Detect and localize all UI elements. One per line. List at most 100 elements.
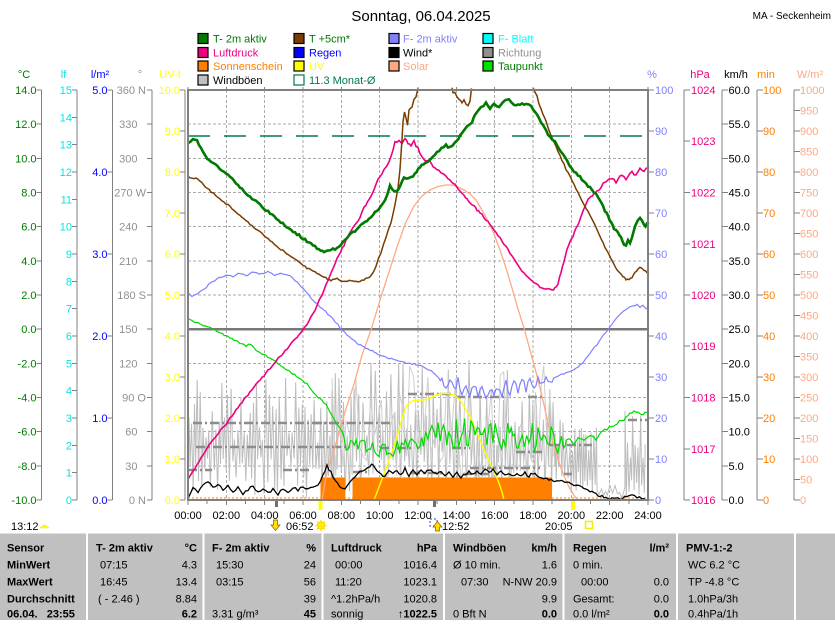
svg-text:T- 2m aktiv: T- 2m aktiv xyxy=(213,34,267,46)
svg-text:12: 12 xyxy=(60,167,72,179)
svg-text:30: 30 xyxy=(125,461,137,473)
svg-text:30.0: 30.0 xyxy=(729,290,750,302)
svg-text:Regen: Regen xyxy=(309,48,341,60)
svg-text:40.0: 40.0 xyxy=(729,222,750,234)
svg-text:0 N: 0 N xyxy=(129,495,146,507)
svg-text:15:30: 15:30 xyxy=(216,560,244,572)
svg-text:UV: UV xyxy=(309,61,325,73)
svg-text:40: 40 xyxy=(655,331,667,343)
svg-text:10:00: 10:00 xyxy=(366,510,394,522)
svg-text:MA - Seckenheim: MA - Seckenheim xyxy=(753,11,831,22)
svg-text:Wind*: Wind* xyxy=(403,48,433,60)
svg-text:06:52: 06:52 xyxy=(286,521,314,533)
svg-text:Windböen: Windböen xyxy=(213,75,263,87)
svg-text:00:00: 00:00 xyxy=(581,577,609,589)
svg-text:270 W: 270 W xyxy=(114,188,146,200)
svg-text:60: 60 xyxy=(655,249,667,261)
svg-text:MinWert: MinWert xyxy=(7,560,51,572)
svg-text:11: 11 xyxy=(61,194,72,206)
svg-text:Solar: Solar xyxy=(403,61,429,73)
svg-text:^1.2hPa/h: ^1.2hPa/h xyxy=(331,594,380,606)
svg-text:360 N: 360 N xyxy=(117,85,146,97)
svg-text:hPa: hPa xyxy=(690,69,710,81)
svg-text:2.0: 2.0 xyxy=(92,331,107,343)
svg-text:25.0: 25.0 xyxy=(729,324,750,336)
svg-text:min: min xyxy=(757,69,775,81)
svg-text:00:00: 00:00 xyxy=(335,560,363,572)
svg-text:500: 500 xyxy=(800,290,818,302)
svg-text:10.0: 10.0 xyxy=(15,153,36,165)
svg-text:0 Bft N: 0 Bft N xyxy=(453,609,487,621)
svg-text:l/m²: l/m² xyxy=(649,543,669,555)
svg-text:30: 30 xyxy=(763,372,775,384)
svg-text:Ø 10 min.: Ø 10 min. xyxy=(453,560,501,572)
svg-text:800: 800 xyxy=(800,167,818,179)
svg-text:9.9: 9.9 xyxy=(542,594,557,606)
svg-text:4.0: 4.0 xyxy=(165,331,180,343)
svg-text:Sonntag, 06.04.2025: Sonntag, 06.04.2025 xyxy=(351,8,490,25)
svg-text:1.0: 1.0 xyxy=(165,454,180,466)
svg-text:60: 60 xyxy=(125,427,137,439)
svg-text:0.0: 0.0 xyxy=(165,495,180,507)
svg-text:950: 950 xyxy=(800,106,818,118)
svg-text:0.0: 0.0 xyxy=(729,495,744,507)
svg-text:13.4: 13.4 xyxy=(176,577,197,589)
svg-text:1.6: 1.6 xyxy=(542,560,557,572)
svg-text:Richtung: Richtung xyxy=(498,48,541,60)
svg-text:120: 120 xyxy=(119,358,137,370)
svg-text:90: 90 xyxy=(655,126,667,138)
svg-text:07:15: 07:15 xyxy=(100,560,128,572)
svg-text:1016: 1016 xyxy=(691,495,715,507)
svg-text:0.0: 0.0 xyxy=(21,324,36,336)
svg-text:850: 850 xyxy=(800,147,818,159)
svg-text:11:20: 11:20 xyxy=(335,577,362,589)
svg-text:1000: 1000 xyxy=(800,85,824,97)
svg-text:1017: 1017 xyxy=(691,444,715,456)
svg-text:8: 8 xyxy=(66,276,72,288)
svg-text:20: 20 xyxy=(655,413,667,425)
svg-text:90: 90 xyxy=(763,126,775,138)
svg-text:0: 0 xyxy=(655,495,661,507)
svg-text:1024: 1024 xyxy=(691,85,715,97)
svg-text:2: 2 xyxy=(66,440,72,452)
svg-text:-4.0: -4.0 xyxy=(18,393,37,405)
svg-text:T- 2m aktiv: T- 2m aktiv xyxy=(96,543,154,555)
svg-text:Regen: Regen xyxy=(573,543,607,555)
svg-text:900: 900 xyxy=(800,126,818,138)
svg-text:20:05: 20:05 xyxy=(545,521,573,533)
svg-text:9: 9 xyxy=(66,249,72,261)
svg-text:Windböen: Windböen xyxy=(453,543,506,555)
svg-text:50: 50 xyxy=(763,290,775,302)
svg-text:16:00: 16:00 xyxy=(481,510,509,522)
svg-text:15.0: 15.0 xyxy=(729,393,750,405)
svg-text:0: 0 xyxy=(763,495,769,507)
svg-text:50.0: 50.0 xyxy=(729,153,750,165)
svg-text:100: 100 xyxy=(655,85,673,97)
svg-text:00:00: 00:00 xyxy=(174,510,202,522)
svg-text:PMV-1:-2: PMV-1:-2 xyxy=(686,543,732,555)
svg-text:0 min.: 0 min. xyxy=(573,560,603,572)
svg-text:0.0: 0.0 xyxy=(654,609,669,621)
svg-text:06:00: 06:00 xyxy=(289,510,317,522)
svg-text:350: 350 xyxy=(800,352,818,364)
svg-text:1016.4: 1016.4 xyxy=(403,560,437,572)
svg-text:20:00: 20:00 xyxy=(558,510,586,522)
svg-text:1019: 1019 xyxy=(691,341,715,353)
svg-text:lf: lf xyxy=(61,69,67,81)
svg-text:8.0: 8.0 xyxy=(165,167,180,179)
svg-text:km/h: km/h xyxy=(531,543,557,555)
svg-text:10.0: 10.0 xyxy=(729,427,750,439)
svg-text:12:00: 12:00 xyxy=(404,510,432,522)
svg-text:60.0: 60.0 xyxy=(729,85,750,97)
svg-text:1020: 1020 xyxy=(691,290,715,302)
svg-text:240: 240 xyxy=(119,222,137,234)
svg-text:°C: °C xyxy=(185,543,197,555)
svg-text:1.0: 1.0 xyxy=(92,413,107,425)
svg-text:150: 150 xyxy=(119,324,137,336)
svg-text:10: 10 xyxy=(763,454,775,466)
svg-text:MaxWert: MaxWert xyxy=(7,577,53,589)
svg-text:3.0: 3.0 xyxy=(92,249,107,261)
svg-text:T +5cm*: T +5cm* xyxy=(309,34,351,46)
svg-text:3: 3 xyxy=(66,413,72,425)
svg-text:70: 70 xyxy=(763,208,775,220)
